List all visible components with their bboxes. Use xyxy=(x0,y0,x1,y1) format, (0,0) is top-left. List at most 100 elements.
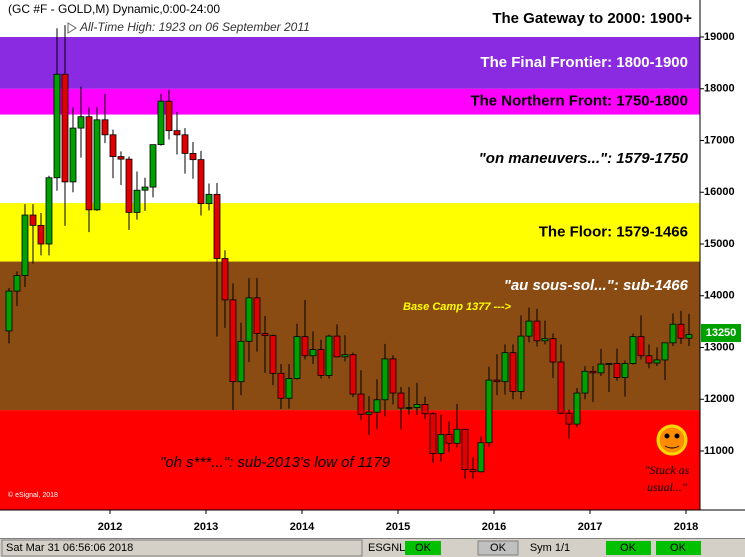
band-label: "on maneuvers...": 1579-1750 xyxy=(479,150,689,167)
candle-body xyxy=(381,358,389,401)
status-feed: ESGNL: xyxy=(368,542,408,554)
candle-body xyxy=(205,193,213,205)
candles xyxy=(5,25,693,479)
y-tick-label: 14000 xyxy=(704,290,735,302)
candle-body xyxy=(253,297,261,334)
candle-body xyxy=(493,379,501,383)
candle-body xyxy=(373,399,381,413)
status-ok: OK xyxy=(670,542,687,554)
status-bar: Sat Mar 31 06:56:06 2018 ESGNL: OK OK Sy… xyxy=(0,538,745,557)
candle-body xyxy=(581,370,589,394)
candle-body xyxy=(653,359,661,364)
candle-body xyxy=(293,336,301,379)
candle-body xyxy=(325,335,333,376)
candle-body xyxy=(125,158,133,213)
y-tick-label: 18000 xyxy=(704,83,735,95)
candle-body xyxy=(157,100,165,146)
band-label: "au sous-sol...": sub-1466 xyxy=(504,277,689,294)
candle-body xyxy=(669,323,677,344)
candle-body xyxy=(285,378,293,399)
annotation-stuck: "Stuck as xyxy=(645,463,690,477)
candle-body xyxy=(469,469,477,473)
candle-body xyxy=(445,434,453,444)
candle-body xyxy=(557,361,565,414)
status-ok: OK xyxy=(415,542,432,554)
status-symbol: Sym 1/1 xyxy=(530,542,570,554)
status-ok: OK xyxy=(490,542,507,554)
y-tick-label: 16000 xyxy=(704,186,735,198)
candle-body xyxy=(245,297,253,342)
candle-body xyxy=(117,156,125,160)
candle-body xyxy=(221,258,229,301)
candle-body xyxy=(501,352,509,383)
candle-body xyxy=(621,363,629,378)
mascot-icon xyxy=(656,424,688,456)
candle-body xyxy=(61,73,69,183)
candle-body xyxy=(13,275,21,292)
y-tick-label: 19000 xyxy=(704,31,735,43)
copyright: © eSignal, 2018 xyxy=(8,491,58,499)
candle-body xyxy=(365,411,373,415)
candle-body xyxy=(141,186,149,191)
y-tick-label: 13000 xyxy=(704,341,735,353)
band xyxy=(0,203,700,262)
candle-body xyxy=(589,370,597,374)
candle-body xyxy=(661,342,669,361)
band xyxy=(0,37,700,89)
candle-body xyxy=(37,224,45,245)
chart-title: (GC #F - GOLD,M) Dynamic,0:00-24:00 xyxy=(8,2,220,16)
band-label: The Final Frontier: 1800-1900 xyxy=(480,54,688,71)
candle-body xyxy=(21,214,29,276)
y-tick-label: 11000 xyxy=(704,445,734,457)
candle-body xyxy=(405,407,413,409)
candle-body xyxy=(461,428,469,471)
candle-body xyxy=(605,363,613,365)
status-datetime: Sat Mar 31 06:56:06 2018 xyxy=(6,542,133,554)
x-tick-label: 2016 xyxy=(482,521,506,533)
candle-body xyxy=(85,116,93,211)
candle-body xyxy=(149,144,157,188)
candle-body xyxy=(45,177,53,245)
chart-subtitle: All-Time High: 1923 on 06 September 2011 xyxy=(79,20,310,34)
candle-body xyxy=(637,336,645,357)
candle-body xyxy=(309,349,317,357)
candle-body xyxy=(197,159,205,205)
bands xyxy=(0,0,700,510)
candle-body xyxy=(437,434,445,454)
status-ok: OK xyxy=(620,542,637,554)
candle-body xyxy=(261,333,269,337)
x-tick-label: 2018 xyxy=(674,521,698,533)
candle-body xyxy=(389,358,397,394)
candle-body xyxy=(29,214,37,226)
y-tick-label: 17000 xyxy=(704,134,735,146)
candle-body xyxy=(413,404,421,408)
labels: The Gateway to 2000: 1900+ The Final Fron… xyxy=(160,10,692,471)
candle-body xyxy=(301,336,309,357)
candle-body xyxy=(677,323,685,339)
candle-body xyxy=(181,134,189,154)
candle-body xyxy=(77,116,85,129)
axes: 11000 12000 13000 14000 15000 16000 17000 18000… xyxy=(98,31,735,533)
candle-body xyxy=(277,372,285,399)
band-label: The Gateway to 2000: 1900+ xyxy=(492,10,692,27)
candle-body xyxy=(109,134,117,157)
annotation-stuck: usual..." xyxy=(647,480,688,494)
y-axis-area xyxy=(700,0,745,510)
candle-body xyxy=(517,335,525,392)
candle-body xyxy=(69,127,77,183)
y-tick-label: 15000 xyxy=(704,238,735,250)
y-tick-label: 12000 xyxy=(704,393,735,405)
candle-body xyxy=(565,412,573,425)
candle-body xyxy=(613,363,621,378)
band-label: "oh s***...": sub-2013's low of 1179 xyxy=(160,454,391,471)
band-label: The Northern Front: 1750-1800 xyxy=(470,93,688,110)
candle-body xyxy=(429,413,437,454)
candle-body xyxy=(317,349,325,376)
x-tick-label: 2017 xyxy=(578,521,602,533)
x-tick-label: 2012 xyxy=(98,521,122,533)
candle-body xyxy=(133,189,141,213)
candle-body xyxy=(333,335,341,358)
candle-body xyxy=(165,100,173,132)
